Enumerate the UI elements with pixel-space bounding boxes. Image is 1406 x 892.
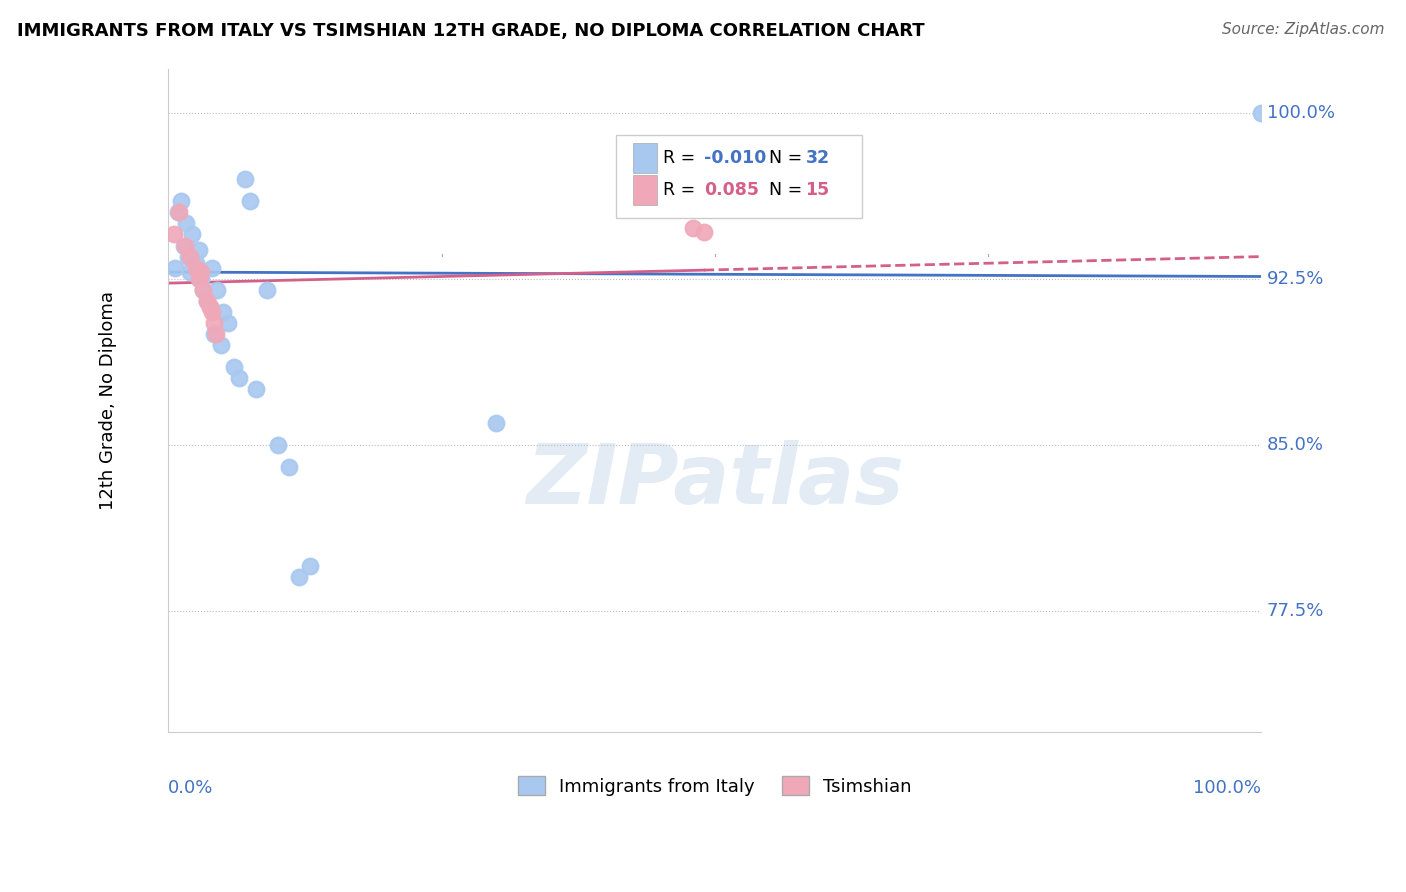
Point — [205, 326, 228, 341]
Text: 12th Grade, No Diploma: 12th Grade, No Diploma — [100, 291, 117, 510]
Point — [179, 265, 201, 279]
Point — [163, 227, 186, 242]
Point — [184, 256, 207, 270]
Text: Source: ZipAtlas.com: Source: ZipAtlas.com — [1222, 22, 1385, 37]
Text: N =: N = — [769, 149, 808, 167]
Point — [193, 283, 215, 297]
Text: 32: 32 — [806, 149, 830, 167]
Point — [217, 316, 239, 330]
Point — [195, 293, 218, 308]
Text: 100.0%: 100.0% — [1267, 103, 1334, 122]
FancyBboxPatch shape — [616, 135, 862, 218]
Text: -0.010: -0.010 — [704, 149, 766, 167]
Point — [245, 382, 267, 396]
Point — [299, 559, 322, 574]
Point — [207, 283, 229, 297]
Text: R =: R = — [664, 149, 702, 167]
Text: IMMIGRANTS FROM ITALY VS TSIMSHIAN 12TH GRADE, NO DIPLOMA CORRELATION CHART: IMMIGRANTS FROM ITALY VS TSIMSHIAN 12TH … — [17, 22, 925, 40]
Point — [682, 220, 704, 235]
Legend: Immigrants from Italy, Tsimshian: Immigrants from Italy, Tsimshian — [510, 769, 920, 803]
Point — [202, 326, 225, 341]
Point — [209, 338, 232, 352]
Text: 15: 15 — [806, 181, 830, 199]
Point — [163, 260, 186, 275]
Point — [173, 238, 195, 252]
Point — [1250, 105, 1272, 120]
FancyBboxPatch shape — [633, 175, 657, 204]
Text: 92.5%: 92.5% — [1267, 269, 1324, 288]
Point — [198, 301, 221, 315]
Point — [167, 205, 190, 219]
Text: 0.0%: 0.0% — [169, 779, 214, 797]
Point — [693, 225, 716, 239]
Point — [190, 271, 212, 285]
Point — [201, 260, 224, 275]
Point — [212, 305, 235, 319]
Text: 85.0%: 85.0% — [1267, 435, 1324, 454]
Point — [202, 316, 225, 330]
Point — [266, 437, 288, 451]
Point — [195, 293, 218, 308]
Text: 100.0%: 100.0% — [1194, 779, 1261, 797]
Point — [193, 283, 215, 297]
Point — [198, 301, 221, 315]
Text: ZIPatlas: ZIPatlas — [526, 440, 904, 521]
FancyBboxPatch shape — [633, 143, 657, 173]
Point — [173, 238, 195, 252]
Point — [288, 570, 311, 584]
Text: R =: R = — [664, 181, 702, 199]
Point — [181, 227, 204, 242]
Text: 77.5%: 77.5% — [1267, 601, 1324, 620]
Point — [167, 205, 190, 219]
Point — [277, 459, 299, 474]
Point — [201, 305, 224, 319]
Point — [179, 250, 201, 264]
Point — [187, 243, 209, 257]
Point — [190, 265, 212, 279]
Point — [177, 250, 200, 264]
Point — [184, 260, 207, 275]
Point — [187, 271, 209, 285]
Point — [174, 216, 197, 230]
Point — [222, 360, 245, 375]
Text: N =: N = — [769, 181, 808, 199]
Point — [485, 416, 508, 430]
Point — [228, 371, 250, 385]
Point — [256, 283, 278, 297]
Text: 0.085: 0.085 — [704, 181, 759, 199]
Point — [239, 194, 262, 209]
Point — [233, 172, 256, 186]
Point — [170, 194, 193, 209]
